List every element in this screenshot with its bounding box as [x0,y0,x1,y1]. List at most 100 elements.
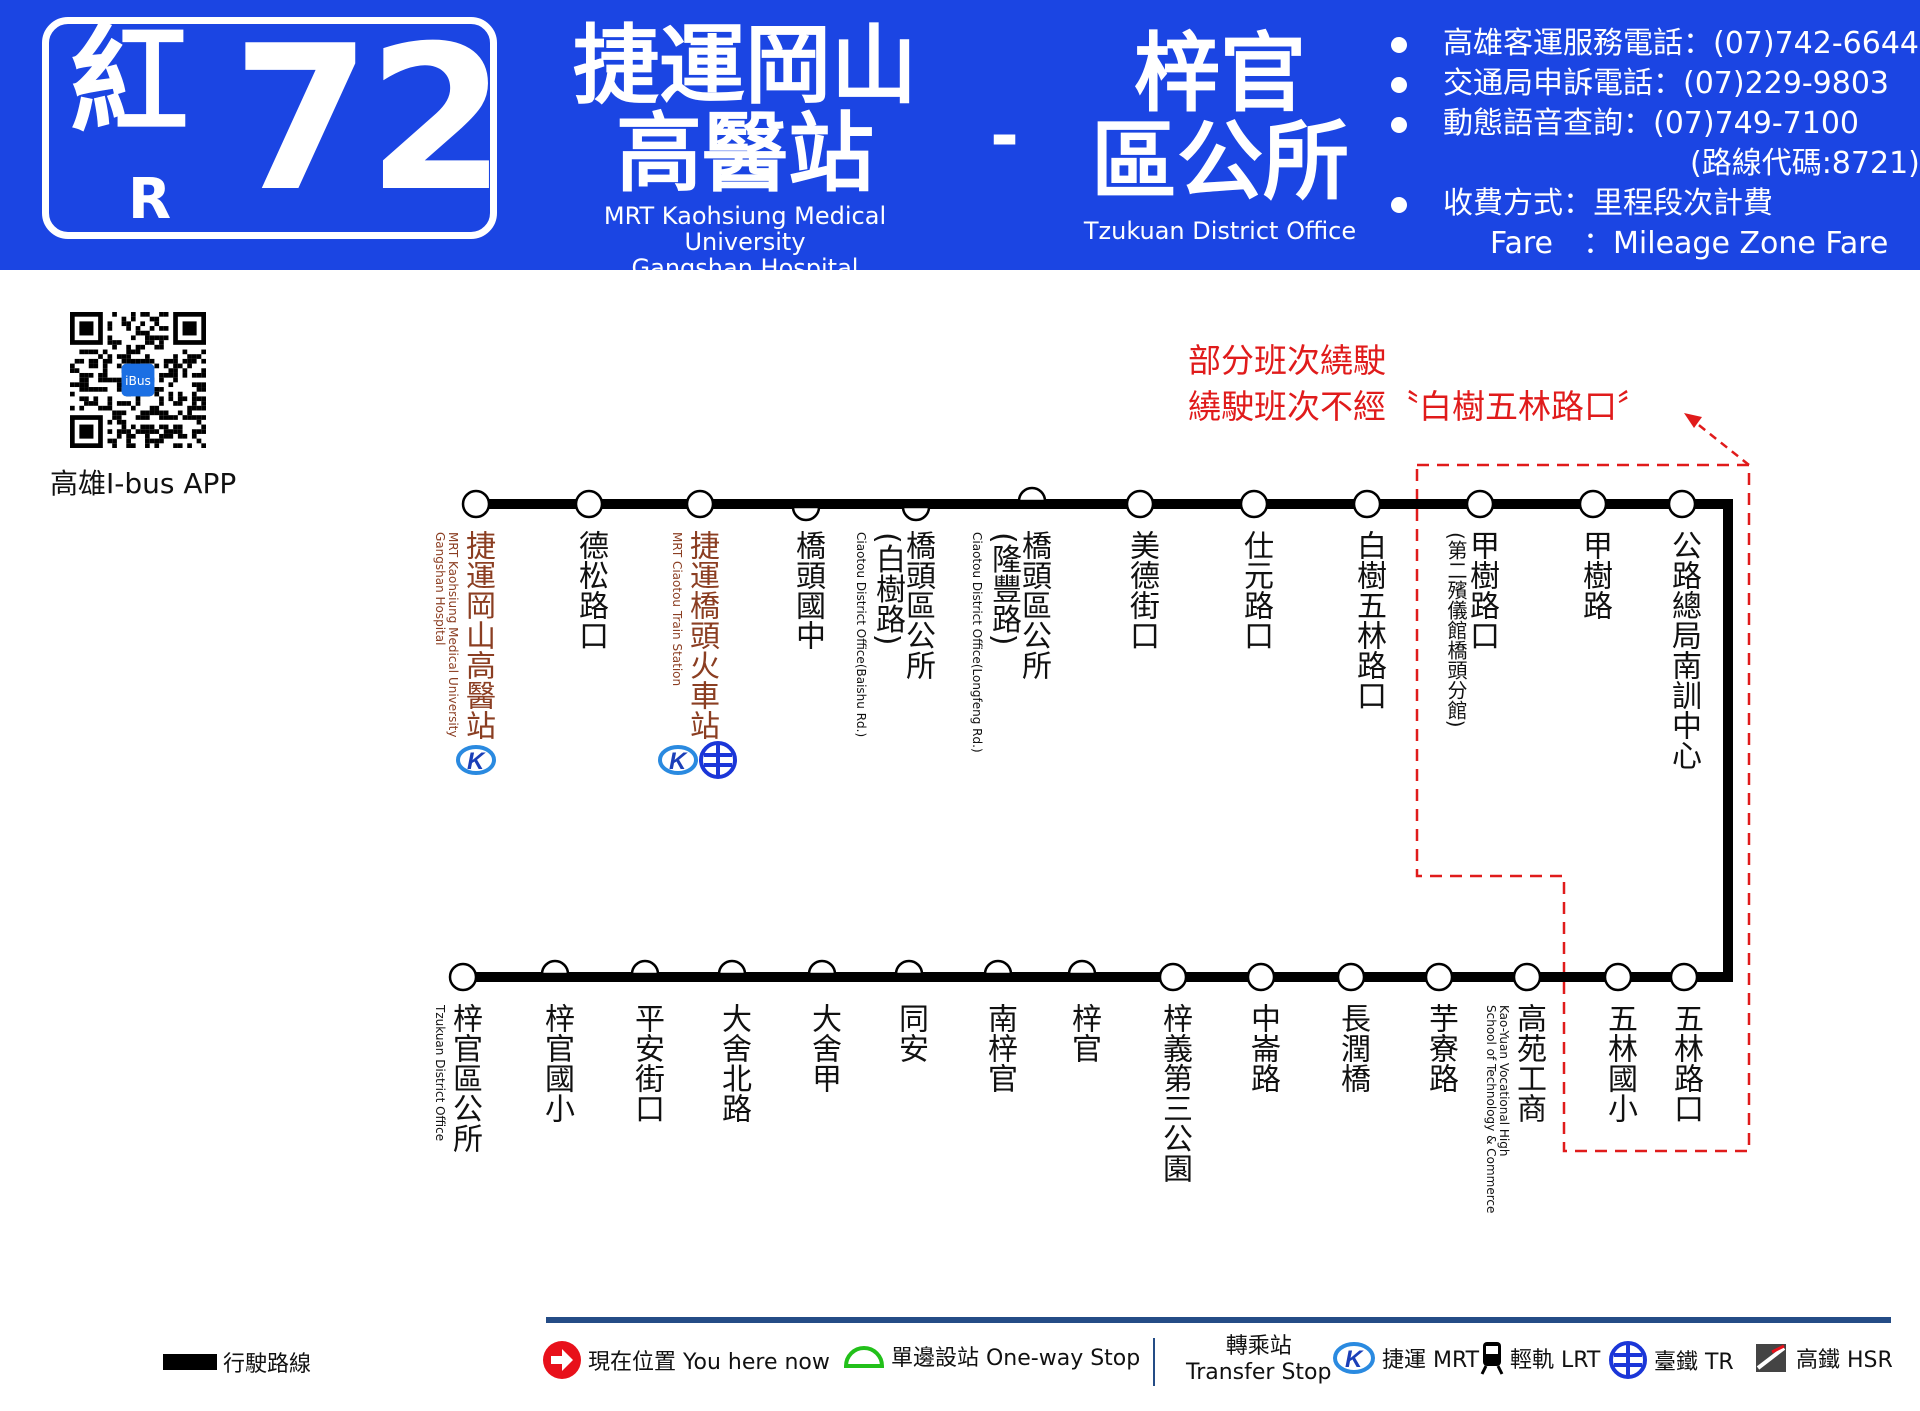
bullet-icon [1391,37,1407,53]
bottom-stop-label[interactable]: 五林路口 [1668,1003,1703,1123]
route-line-swatch-icon [163,1354,217,1370]
stop-marker[interactable] [1336,962,1366,992]
one-way-stop-marker[interactable] [540,959,570,976]
origin-en-line1: MRT Kaohsiung Medical University [603,202,887,256]
stop-marker[interactable] [461,489,491,519]
info-text: 收費方式：里程段次計費 [1443,186,1773,221]
top-stop-label[interactable]: 橋頭國中 [790,530,825,650]
tr-transfer-icon [699,741,737,779]
stop-marker[interactable] [1578,489,1608,519]
bottom-stop-label[interactable]: 長潤橋 [1335,1003,1370,1093]
top-stop-label[interactable]: 橋頭區公所 [1016,530,1051,680]
ibus-app-label: 高雄I-bus APP [50,467,237,500]
info-fare-en: Fare ：Mileage Zone Fare [1490,226,1889,261]
stop-marker[interactable] [1239,489,1269,519]
svg-text:iBus: iBus [125,374,151,388]
bottom-stop-label[interactable]: 芋寮路 [1423,1003,1458,1093]
info-text: 交通局申訴電話：(07)229-9803 [1443,66,1890,101]
bottom-stop-label[interactable]: 同安 [893,1003,928,1063]
header-banner: 紅 R 72 捷運岡山 高醫站 MRT Kaohsiung Medical Un… [0,0,1920,281]
route-number-box [42,17,497,239]
bottom-stop-label[interactable]: 高苑工商 [1511,1003,1546,1123]
ibus-qr-code[interactable]: iBus [70,312,206,448]
bottom-stop-label[interactable]: 大舍甲 [806,1003,841,1093]
legend-route-line: 行駛路線 [163,1346,311,1378]
legend-label: 高鐵 HSR [1796,1348,1893,1373]
legend-label: 輕軌 LRT [1510,1348,1601,1373]
top-stop-label[interactable]: 公路總局南訓中心 [1666,530,1701,770]
one-way-stop-marker[interactable] [983,959,1013,976]
stop-marker[interactable] [1603,962,1633,992]
info-text: 高雄客運服務電話：(07)742-6644 [1443,26,1920,61]
top-stop-label[interactable]: 橋頭區公所 [900,530,935,680]
stop-marker[interactable] [1465,489,1495,519]
one-way-stop-marker[interactable] [1067,959,1097,976]
bottom-stop-label[interactable]: 梓官 [1066,1003,1101,1063]
detour-note-line1: 部分班次繞駛 [1188,341,1386,380]
one-way-stop-marker[interactable] [630,959,660,976]
top-stop-label[interactable]: 仕元路口 [1238,530,1273,650]
lrt-train-icon [1480,1342,1504,1375]
destination-subtitle: Tzukuan District Office [1083,217,1357,245]
top-stop-sublabel: (白樹路) [870,532,905,646]
bottom-stop-english-label: Kao-Yuan Vocational High School of Techn… [1484,1005,1511,1214]
legend-one-way-stop: 單邊設站 One-way Stop [843,1340,1140,1372]
bottom-stop-label[interactable]: 南梓官 [982,1003,1017,1093]
one-way-stop-marker[interactable] [901,505,931,522]
one-way-stop-marker[interactable] [717,959,747,976]
mrt-transfer-icon: K [658,745,698,775]
stop-marker[interactable] [1669,962,1699,992]
top-stop-english-label: MRT Ciaotou Train Station [670,532,684,687]
footer-divider [546,1317,1891,1323]
top-stop-label[interactable]: 捷運岡山高醫站 [460,530,495,740]
top-stop-label[interactable]: 甲樹路口 [1464,530,1499,650]
one-way-stop-marker[interactable] [894,959,924,976]
top-stop-label[interactable]: 美德街口 [1124,530,1159,650]
stop-marker[interactable] [1512,962,1542,992]
bottom-stop-label[interactable]: 梓官區公所 [447,1003,482,1153]
info-service-phone: 高雄客運服務電話：(07)742-6644 [1391,24,1920,64]
stop-marker[interactable] [1125,489,1155,519]
top-stop-english-label: Ciaotou District Office(Longfeng Rd.) [970,532,984,753]
top-stop-label[interactable]: 白樹五林路口 [1351,530,1386,710]
info-complaint-phone: 交通局申訴電話：(07)229-9803 [1391,64,1890,104]
bottom-stop-label[interactable]: 平安街口 [629,1003,664,1123]
stop-marker[interactable] [685,489,715,519]
route-line [463,499,1733,982]
legend-mrt: K 捷運 MRT [1332,1340,1479,1376]
bottom-stop-label[interactable]: 梓官國小 [539,1003,574,1123]
origin-en-line2: Gangshan Hospital [631,254,859,282]
detour-note-line2: 繞駛班次不經〝白樹五林路口〞 [1188,387,1650,426]
origin-subtitle: MRT Kaohsiung Medical University Gangsha… [540,203,950,281]
stop-marker[interactable] [1424,962,1454,992]
one-way-stop-marker[interactable] [1017,486,1047,503]
one-way-stop-marker[interactable] [807,959,837,976]
legend-label: 轉乘站 [1225,1334,1292,1359]
one-way-stop-marker[interactable] [791,505,821,522]
stop-marker[interactable] [1246,962,1276,992]
bottom-stop-label[interactable]: 五林國小 [1602,1003,1637,1123]
legend-label: 行駛路線 [223,1352,312,1377]
origin-line1: 捷運岡山 [573,16,917,116]
svg-text:K: K [467,748,486,775]
bottom-stop-label[interactable]: 梓義第三公園 [1157,1003,1192,1183]
bullet-icon [1391,117,1407,133]
detour-note: 部分班次繞駛 繞駛班次不經〝白樹五林路口〞 [1188,338,1650,430]
legend-transfer-stop: 轉乘站 Transfer Stop [1186,1334,1331,1386]
stop-marker[interactable] [574,489,604,519]
bottom-stop-label[interactable]: 大舍北路 [716,1003,751,1123]
stop-marker[interactable] [1352,489,1382,519]
top-stop-label[interactable]: 捷運橋頭火車站 [684,530,719,740]
stop-marker[interactable] [1158,962,1188,992]
detour-arrow-line [1694,421,1750,466]
info-text: 動態語音查詢：(07)749-7100 [1443,106,1860,141]
top-stop-label[interactable]: 德松路口 [573,530,608,650]
bottom-stop-label[interactable]: 中崙路 [1245,1003,1280,1093]
top-stop-label[interactable]: 甲樹路 [1577,530,1612,620]
stop-marker[interactable] [448,962,478,992]
stop-marker[interactable] [1667,489,1697,519]
svg-text:K: K [669,748,688,775]
destination-line1: 梓官 [1134,24,1306,124]
route-prefix-en: R [128,167,172,232]
